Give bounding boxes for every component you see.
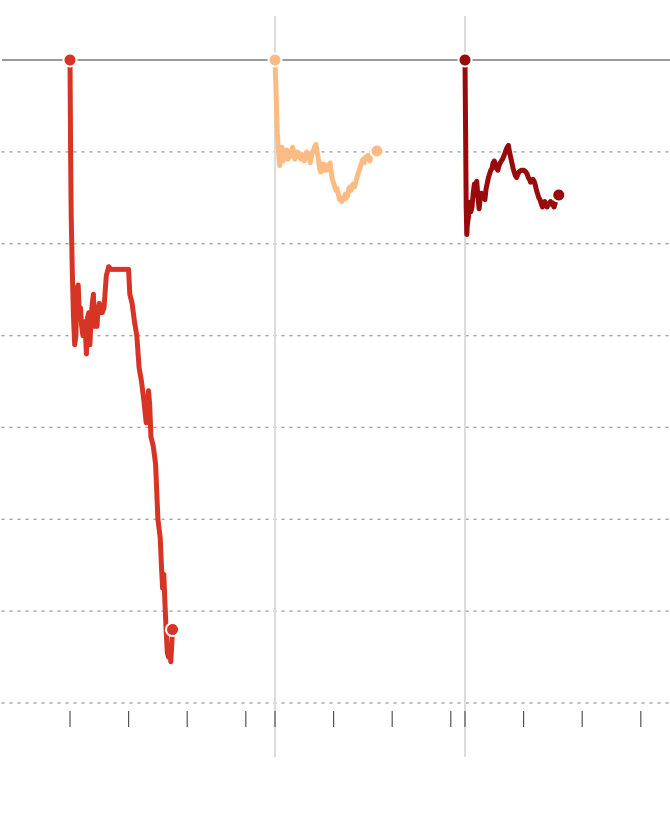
series-line-1 xyxy=(67,57,176,665)
series-end-marker-3 xyxy=(551,187,567,203)
series-layer xyxy=(67,57,562,665)
series-end-marker-2 xyxy=(369,143,385,159)
grid-layer xyxy=(1,59,670,704)
panel-dividers xyxy=(274,16,466,757)
series-line-2 xyxy=(272,57,380,204)
series-end-marker-1 xyxy=(165,622,181,638)
x-axis-ticks xyxy=(69,711,642,727)
series-start-marker-3 xyxy=(457,52,473,68)
series-markers xyxy=(62,52,567,638)
series-start-marker-2 xyxy=(267,52,283,68)
series-start-marker-1 xyxy=(62,52,78,68)
series-line-3 xyxy=(462,57,562,237)
